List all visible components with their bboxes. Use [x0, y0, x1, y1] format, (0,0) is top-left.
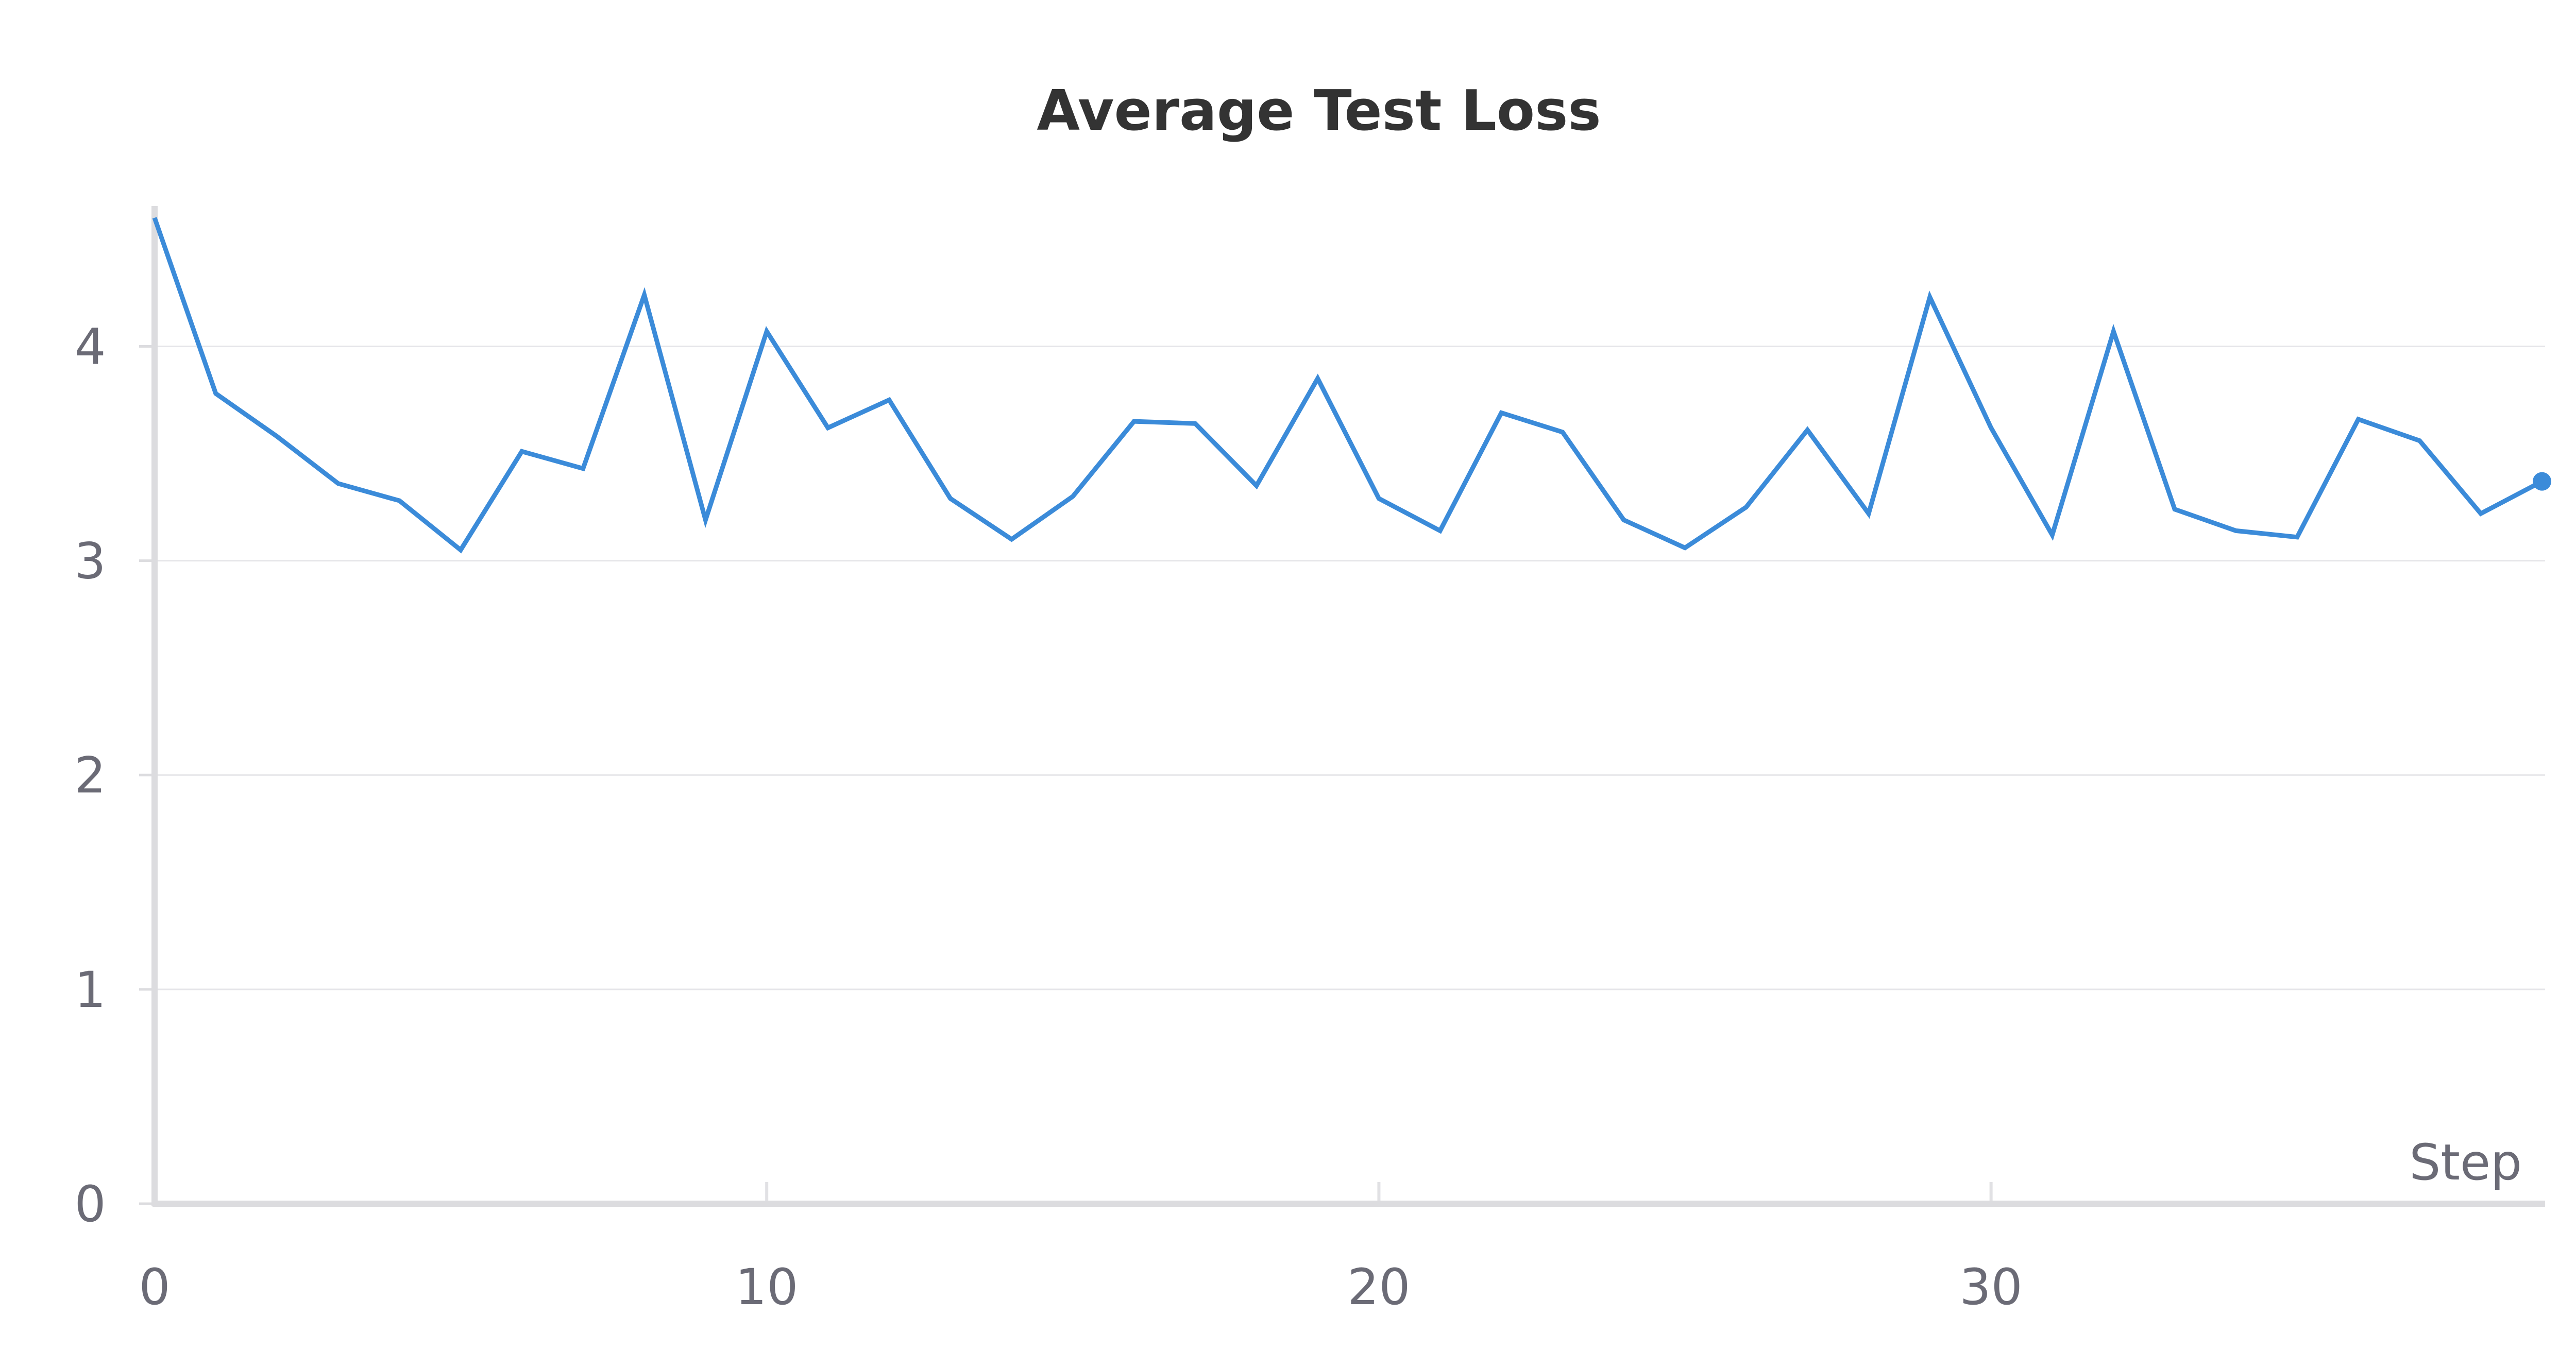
data-point	[459, 548, 463, 552]
data-point	[214, 391, 218, 396]
data-point	[1009, 537, 1013, 541]
data-point	[1132, 419, 1136, 423]
data-point	[2357, 417, 2361, 421]
data-point	[2479, 511, 2483, 516]
series-end-marker	[2533, 472, 2551, 491]
data-point	[1316, 377, 1320, 381]
data-point	[1683, 546, 1687, 550]
data-point	[520, 449, 524, 453]
data-point	[2234, 528, 2238, 533]
data-point	[2417, 439, 2421, 443]
data-point	[336, 482, 340, 486]
data-point	[275, 434, 279, 438]
data-point	[397, 499, 401, 503]
series-layer	[152, 216, 2551, 554]
tick-labels: 0 1 2 3 4 0 10 20 30	[74, 318, 2022, 1316]
data-point	[1438, 528, 1442, 533]
y-tick-label: 4	[74, 318, 106, 375]
data-point	[2111, 329, 2115, 333]
x-tick-label: 20	[1347, 1258, 1410, 1316]
data-point	[1071, 494, 1075, 499]
data-point	[1867, 511, 1871, 516]
data-point	[581, 467, 585, 471]
data-point	[1805, 428, 1809, 432]
data-point	[152, 216, 157, 220]
grid-lines	[155, 345, 2545, 990]
data-point	[703, 518, 707, 522]
data-point	[1744, 505, 1748, 509]
data-point	[1377, 497, 1381, 501]
y-tick-label: 3	[74, 533, 106, 590]
data-point	[765, 329, 769, 333]
y-tick-label: 1	[74, 961, 106, 1019]
y-tick-label: 0	[74, 1175, 106, 1233]
data-point	[826, 426, 830, 430]
data-point	[1255, 484, 1259, 488]
data-point	[1622, 518, 1626, 522]
data-point	[1928, 295, 1932, 299]
data-point	[948, 497, 953, 501]
x-tick-label: 10	[735, 1258, 798, 1316]
data-point	[887, 398, 891, 402]
data-point	[1561, 430, 1565, 434]
data-point	[1193, 421, 1197, 425]
data-point	[2050, 533, 2054, 537]
y-tick-label: 2	[74, 747, 106, 805]
data-point	[642, 293, 647, 297]
series-line	[152, 217, 2544, 554]
data-point	[1499, 411, 1503, 415]
data-point	[1989, 426, 1993, 430]
chart-title: Average Test Loss	[1037, 79, 1601, 143]
x-axis-label: Step	[2409, 1134, 2522, 1191]
x-tick-label: 0	[139, 1258, 170, 1316]
x-tick-label: 30	[1960, 1258, 2023, 1316]
axes	[139, 206, 2545, 1207]
data-point	[2173, 507, 2177, 511]
data-point	[2295, 535, 2299, 539]
